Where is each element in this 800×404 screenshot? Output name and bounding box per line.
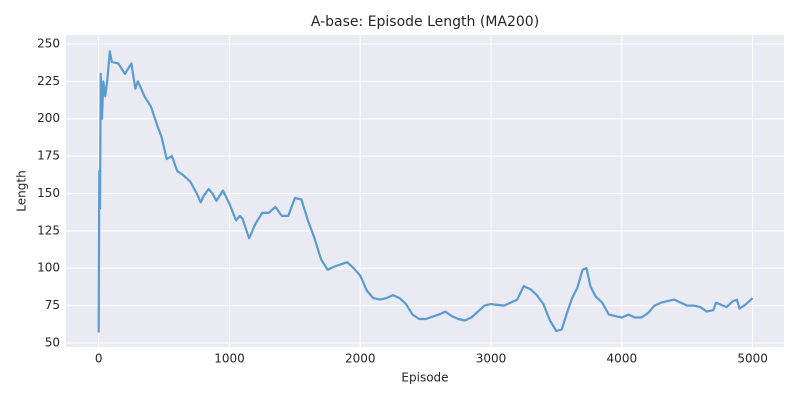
y-tick-label: 175: [37, 149, 60, 163]
x-tick-label: 3000: [476, 352, 507, 366]
plot-background: [66, 35, 784, 347]
x-tick-label: 0: [95, 352, 103, 366]
x-tick-label: 4000: [607, 352, 638, 366]
x-tick-label: 5000: [737, 352, 768, 366]
y-tick-label: 250: [37, 36, 60, 50]
y-tick-label: 200: [37, 111, 60, 125]
x-tick-label: 1000: [214, 352, 245, 366]
y-tick-label: 75: [45, 298, 60, 312]
y-axis-label: Length: [15, 170, 29, 211]
y-tick-label: 225: [37, 74, 60, 88]
x-tick-label: 2000: [345, 352, 376, 366]
chart-title: A-base: Episode Length (MA200): [311, 14, 539, 30]
y-tick-label: 150: [37, 186, 60, 200]
y-tick-label: 125: [37, 223, 60, 237]
x-axis-label: Episode: [401, 371, 448, 385]
y-tick-label: 50: [45, 335, 60, 349]
y-tick-label: 100: [37, 261, 60, 275]
line: [97, 50, 754, 333]
